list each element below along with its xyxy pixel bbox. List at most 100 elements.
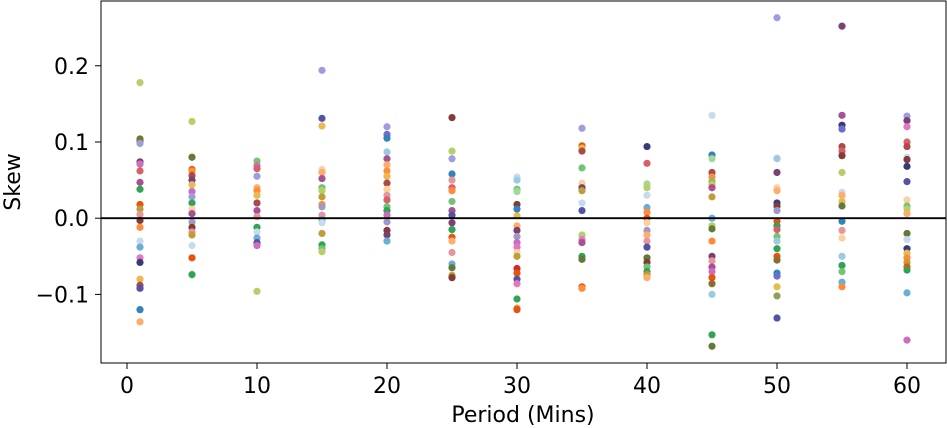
data-point [643,159,651,167]
data-point [708,225,716,233]
data-point [513,205,521,213]
data-point [448,219,456,227]
x-axis: 0 10 20 30 40 50 60 [120,363,921,399]
data-point [513,232,521,241]
data-point [773,226,781,234]
data-point [578,255,586,263]
data-point [448,147,456,155]
data-point [708,184,716,192]
data-point [188,231,196,239]
data-point [383,161,391,169]
data-point [838,125,846,133]
data-point [708,331,716,339]
data-point [643,274,651,282]
data-point [253,228,261,236]
data-point [513,295,521,303]
data-point [838,202,846,210]
data-point [253,199,261,207]
data-point [318,168,326,177]
data-point [448,187,456,195]
data-point [318,229,326,238]
data-point [578,206,586,215]
data-point [383,172,391,180]
data-point [903,235,911,244]
data-point [188,199,196,207]
data-point [136,284,144,292]
data-point [513,243,521,251]
data-point [838,226,846,234]
data-point [773,272,781,280]
data-point [253,165,261,173]
x-tick-label: 10 [243,374,271,399]
data-point [383,211,391,219]
data-point [903,289,911,297]
data-point [773,256,781,264]
data-point [708,193,716,201]
data-point [136,258,144,267]
data-point [448,155,456,163]
data-point [903,123,911,131]
data-point [136,223,144,231]
data-point [773,245,781,253]
data-point [448,211,456,219]
data-point [643,243,651,251]
data-point [253,172,261,180]
data-point [708,155,716,163]
data-point [773,292,781,300]
data-point [578,284,586,292]
data-point [383,167,391,175]
data-point [773,206,781,215]
data-point [136,185,144,193]
data-point [578,124,586,132]
data-point [253,242,261,250]
data-point [448,237,456,245]
data-point [318,114,326,122]
data-point [188,210,196,218]
x-axis-label: Period (Mins) [451,403,594,428]
data-point [838,261,846,270]
data-point [643,219,651,227]
data-point [136,318,144,326]
data-point [903,155,911,164]
data-point [318,248,326,256]
data-point [188,218,196,226]
x-tick-label: 20 [373,374,401,399]
data-point [708,274,716,282]
data-point [773,283,781,291]
data-point [513,187,521,196]
data-point [578,164,586,172]
data-point [253,213,261,221]
data-point [253,191,261,199]
data-point [448,248,456,257]
plot-area [100,0,947,364]
data-point [383,134,391,142]
data-point [136,210,144,218]
data-point [318,219,326,227]
data-point [903,162,911,170]
data-point [188,270,196,279]
data-point [838,168,846,177]
data-point [136,275,144,283]
data-point [838,22,846,30]
data-point [448,114,456,122]
data-point [188,187,196,196]
data-point [838,111,846,119]
x-tick-label: 60 [893,374,921,399]
data-point [448,176,456,184]
data-point [838,252,846,260]
y-axis: −0.1 0.0 0.1 0.2 [36,55,101,308]
data-point [773,155,781,163]
data-point [513,269,521,277]
data-point [838,267,846,276]
data-point [448,170,456,178]
data-point [578,147,586,155]
x-tick-label: 50 [763,374,791,399]
data-point [318,193,326,201]
data-point [253,206,261,215]
data-point [188,242,196,250]
data-point [136,160,144,168]
data-point [448,226,456,234]
x-tick-label: 30 [503,374,531,399]
data-point [903,178,911,186]
